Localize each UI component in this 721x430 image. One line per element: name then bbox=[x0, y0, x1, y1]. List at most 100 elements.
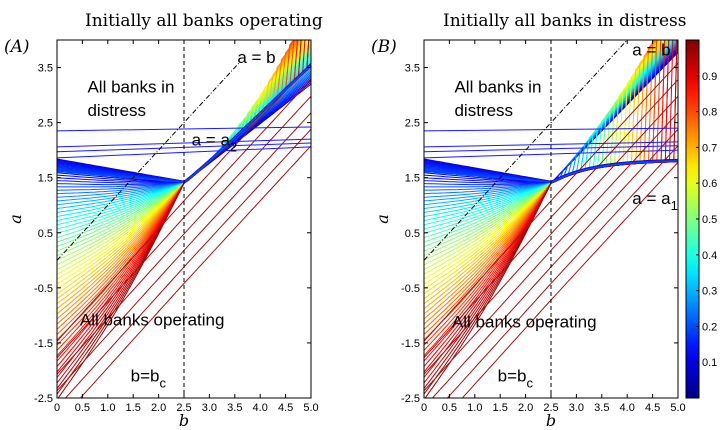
y-tick-label: -0.5 bbox=[401, 283, 420, 295]
annotation-subscript: c bbox=[160, 375, 167, 390]
y-tick-label: -1.5 bbox=[34, 338, 53, 350]
colorbar-tick-label: 0.1 bbox=[702, 357, 717, 369]
series-line bbox=[424, 62, 678, 342]
series-line bbox=[424, 127, 678, 132]
x-tick-label: 0.5 bbox=[442, 402, 457, 414]
x-tick-label: 0 bbox=[54, 402, 60, 414]
colorbar: 0.1 0.2 0.3 0.4 0.5 0.6 0.7 0.8 0.9 bbox=[685, 39, 717, 399]
annotation: All banks operating bbox=[452, 313, 597, 332]
x-tick-label: 1.5 bbox=[493, 402, 508, 414]
annotation: All banks operating bbox=[80, 310, 225, 329]
annotation-text: a = b bbox=[237, 48, 275, 67]
y-axis-label: a bbox=[6, 214, 25, 224]
annotation: All banks in bbox=[454, 77, 541, 96]
panel-title: Initially all banks operating bbox=[85, 11, 323, 31]
series-line bbox=[79, 145, 311, 398]
series-line bbox=[424, 95, 678, 375]
series-line bbox=[57, 62, 311, 342]
annotation-text: All banks in bbox=[87, 77, 174, 96]
y-tick-label: 2.5 bbox=[38, 118, 53, 130]
plot-area bbox=[424, 40, 678, 398]
x-axis-label: b bbox=[546, 411, 556, 430]
x-tick-label: 2.5 bbox=[543, 402, 558, 414]
annotation-subscript: c bbox=[527, 375, 534, 390]
series-line bbox=[57, 95, 311, 375]
annotation-text: distress bbox=[454, 101, 513, 120]
annotation: a = a1 bbox=[632, 189, 678, 213]
x-axis-label: b bbox=[179, 411, 189, 430]
annotation: All banks in bbox=[87, 77, 174, 96]
panel-a: 0 0.5 1.0 1.5 2.0 2.5 3.0 3.5 4.0 4.5 5.0 -2.5 -1.5 -… bbox=[4, 11, 323, 430]
x-tick-label: 4.5 bbox=[278, 402, 293, 414]
x-tick-label: 2.0 bbox=[151, 402, 166, 414]
y-tick-label: 2.5 bbox=[405, 118, 420, 130]
x-tick-label: 5.0 bbox=[303, 402, 318, 414]
annotation: a = b bbox=[237, 48, 275, 67]
panel-label: (A) bbox=[4, 37, 30, 57]
y-tick-label: 1.5 bbox=[38, 173, 53, 185]
x-tick-label: 3.5 bbox=[227, 402, 242, 414]
plot-area bbox=[57, 40, 311, 398]
x-tick-label: 3.0 bbox=[569, 402, 584, 414]
x-tick-label: 3.5 bbox=[594, 402, 609, 414]
annotation-text: All banks operating bbox=[80, 310, 225, 329]
colorbar-tick-label: 0.9 bbox=[702, 71, 717, 83]
annotation-text: distress bbox=[87, 101, 146, 120]
y-tick-label: 1.5 bbox=[405, 173, 420, 185]
panel-title: Initially all banks in distress bbox=[443, 11, 687, 31]
colorbar-tick-label: 0.6 bbox=[702, 178, 717, 190]
annotation: distress bbox=[454, 101, 513, 120]
y-tick-label: -2.5 bbox=[401, 393, 420, 405]
annotation: a = b bbox=[632, 40, 670, 59]
series-line bbox=[424, 40, 668, 247]
y-tick-label: -2.5 bbox=[34, 393, 53, 405]
y-tick-label: 0.5 bbox=[405, 228, 420, 240]
x-tick-label: 4.0 bbox=[253, 402, 268, 414]
x-tick-label: 3.0 bbox=[202, 402, 217, 414]
series-line bbox=[57, 138, 311, 148]
x-tick-label: 1.0 bbox=[467, 402, 482, 414]
y-tick-label: 3.5 bbox=[38, 63, 53, 75]
y-tick-label: -1.5 bbox=[401, 338, 420, 350]
series-line bbox=[57, 40, 310, 280]
x-tick-label: 1.0 bbox=[100, 402, 115, 414]
x-tick-label: 1.5 bbox=[126, 402, 141, 414]
colorbar-tick-label: 0.4 bbox=[702, 250, 717, 262]
series-line bbox=[446, 145, 678, 398]
x-tick-label: 4.0 bbox=[620, 402, 635, 414]
annotation-text: b=b bbox=[131, 366, 160, 385]
x-tick-label: 5.0 bbox=[670, 402, 685, 414]
annotation-text: All banks operating bbox=[452, 313, 597, 332]
annotation-text: All banks in bbox=[454, 77, 541, 96]
annotation: distress bbox=[87, 101, 146, 120]
series-line bbox=[57, 126, 311, 132]
x-tick-label: 2.0 bbox=[518, 402, 533, 414]
annotation-text: a = a bbox=[632, 189, 671, 208]
x-tick-label: 4.5 bbox=[645, 402, 660, 414]
annotation-subscript: 1 bbox=[671, 198, 678, 213]
x-tick-label: 0 bbox=[421, 402, 427, 414]
y-tick-label: 3.5 bbox=[405, 63, 420, 75]
y-tick-label: 0.5 bbox=[38, 228, 53, 240]
x-tick-label: 2.5 bbox=[176, 402, 191, 414]
annotation: a = a2 bbox=[192, 131, 238, 155]
series-line bbox=[424, 141, 678, 148]
colorbar-tick-label: 0.7 bbox=[702, 142, 717, 154]
x-tick-label: 0.5 bbox=[75, 402, 90, 414]
panel-b: 0 0.5 1.0 1.5 2.0 2.5 3.0 3.5 4.0 4.5 5.0 -2.5 -1.5 -… bbox=[371, 11, 687, 430]
colorbar-tick-label: 0.3 bbox=[702, 286, 717, 298]
annotation-text: b=b bbox=[498, 366, 527, 385]
colorbar-tick-label: 0.8 bbox=[702, 107, 717, 119]
colorbar-tick-label: 0.2 bbox=[702, 321, 717, 333]
y-axis-label: a bbox=[373, 214, 392, 224]
annotation: b=bc bbox=[131, 366, 167, 390]
panel-label: (B) bbox=[371, 37, 397, 57]
a-equals-b-line bbox=[57, 61, 241, 261]
colorbar-tick-label: 0.5 bbox=[702, 214, 717, 226]
annotation-text: a = b bbox=[632, 40, 670, 59]
annotation-subscript: 2 bbox=[230, 140, 237, 155]
annotation: b=bc bbox=[498, 366, 534, 390]
annotation-text: a = a bbox=[192, 131, 231, 150]
y-tick-label: -0.5 bbox=[34, 283, 53, 295]
